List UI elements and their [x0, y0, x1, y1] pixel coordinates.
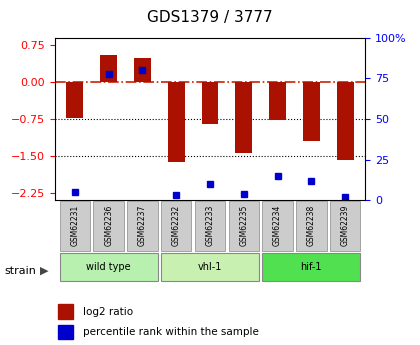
- Text: GSM62235: GSM62235: [239, 204, 248, 246]
- Text: hif-1: hif-1: [301, 263, 322, 272]
- Bar: [337, 82, 354, 160]
- Text: strain: strain: [4, 266, 36, 276]
- Text: vhl-1: vhl-1: [198, 263, 222, 272]
- FancyBboxPatch shape: [93, 201, 124, 251]
- FancyBboxPatch shape: [195, 201, 225, 251]
- FancyBboxPatch shape: [60, 253, 158, 282]
- FancyBboxPatch shape: [127, 201, 158, 251]
- Bar: [100, 55, 117, 82]
- Bar: [235, 82, 252, 154]
- Bar: [168, 82, 185, 162]
- Text: GSM62239: GSM62239: [341, 204, 349, 246]
- Text: GSM62233: GSM62233: [205, 204, 215, 246]
- Bar: [269, 82, 286, 120]
- Text: GSM62238: GSM62238: [307, 204, 316, 246]
- Text: ▶: ▶: [40, 266, 48, 276]
- Text: wild type: wild type: [87, 263, 131, 272]
- Text: GSM62232: GSM62232: [172, 204, 181, 246]
- FancyBboxPatch shape: [330, 201, 360, 251]
- FancyBboxPatch shape: [161, 253, 259, 282]
- Bar: [202, 82, 218, 124]
- Text: GSM62237: GSM62237: [138, 204, 147, 246]
- FancyBboxPatch shape: [228, 201, 259, 251]
- Bar: [58, 325, 73, 339]
- FancyBboxPatch shape: [161, 201, 192, 251]
- Text: GSM62234: GSM62234: [273, 204, 282, 246]
- Text: GDS1379 / 3777: GDS1379 / 3777: [147, 10, 273, 25]
- Text: GSM62231: GSM62231: [71, 204, 79, 246]
- FancyBboxPatch shape: [296, 201, 327, 251]
- Text: percentile rank within the sample: percentile rank within the sample: [83, 327, 258, 337]
- Text: GSM62236: GSM62236: [104, 204, 113, 246]
- FancyBboxPatch shape: [60, 201, 90, 251]
- Text: log2 ratio: log2 ratio: [83, 307, 133, 317]
- Bar: [58, 304, 73, 319]
- FancyBboxPatch shape: [262, 201, 293, 251]
- Bar: [66, 82, 83, 118]
- FancyBboxPatch shape: [262, 253, 360, 282]
- Bar: [303, 82, 320, 141]
- Bar: [134, 58, 151, 82]
